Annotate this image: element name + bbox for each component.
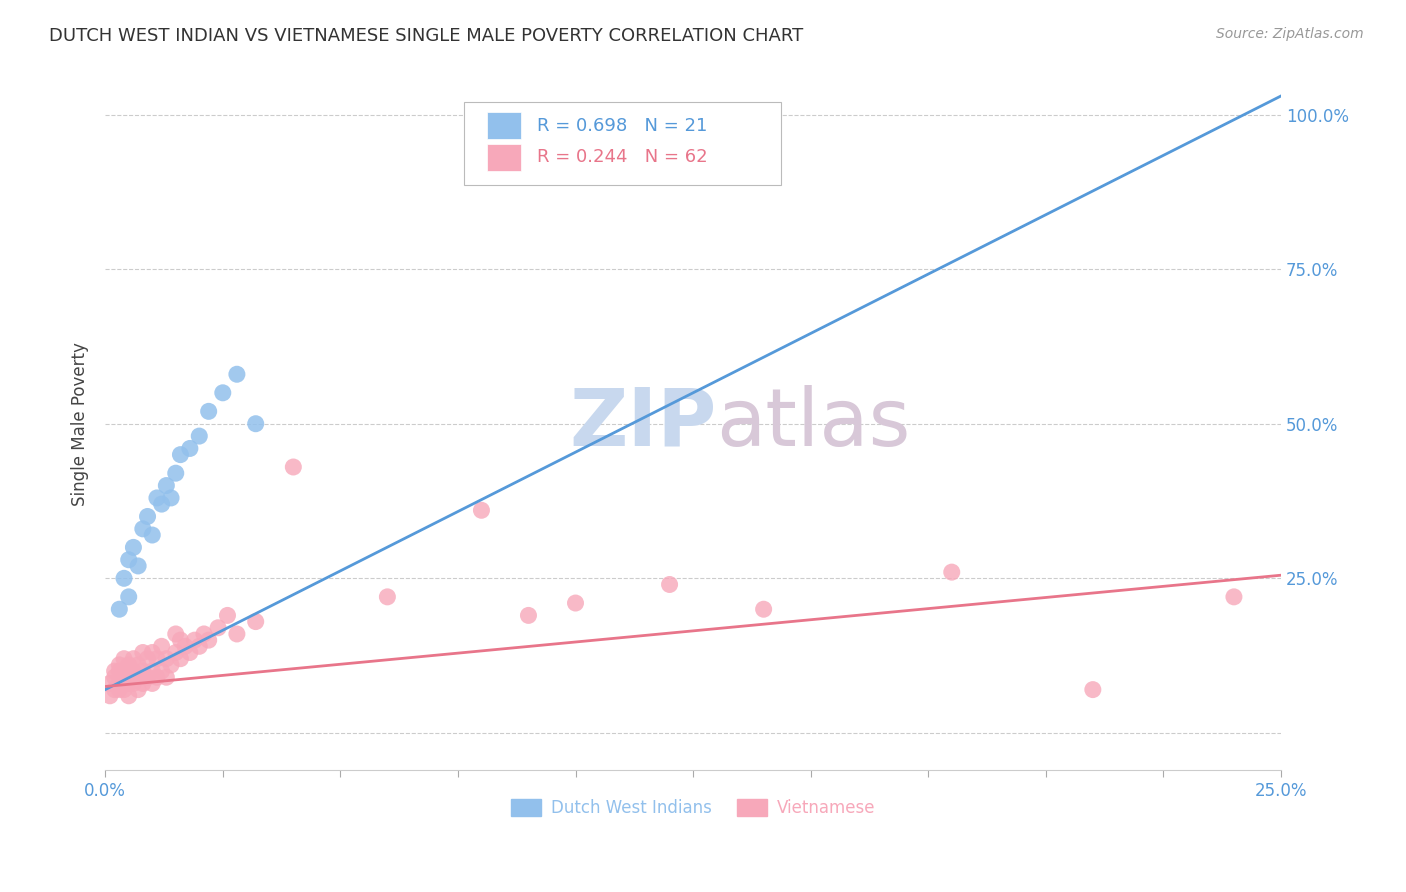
Point [517,608,540,623]
Point [183,633,205,648]
Point [658,577,681,591]
Point [141,528,163,542]
FancyBboxPatch shape [464,102,782,185]
Point [98,689,121,703]
Point [197,633,219,648]
Point [112,664,135,678]
Point [470,503,492,517]
Point [127,558,149,573]
Text: DUTCH WEST INDIAN VS VIETNAMESE SINGLE MALE POVERTY CORRELATION CHART: DUTCH WEST INDIAN VS VIETNAMESE SINGLE M… [49,27,803,45]
Point [127,682,149,697]
Text: R = 0.244   N = 62: R = 0.244 N = 62 [537,148,707,166]
Point [141,664,163,678]
Point [752,602,775,616]
Point [132,676,155,690]
Legend: Dutch West Indians, Vietnamese: Dutch West Indians, Vietnamese [505,792,882,824]
Point [118,590,141,604]
Text: ZIP: ZIP [569,384,717,463]
Point [146,651,169,665]
Point [118,676,141,690]
Point [122,676,145,690]
Point [141,646,163,660]
Point [169,448,191,462]
Point [245,417,267,431]
Point [132,522,155,536]
Point [188,640,211,654]
Point [104,682,127,697]
Point [174,640,197,654]
Point [108,676,131,690]
Point [132,664,155,678]
Point [118,553,141,567]
Point [377,590,399,604]
Point [112,682,135,697]
Point [193,627,215,641]
Point [1223,590,1246,604]
Point [179,646,201,660]
Point [150,640,173,654]
Point [225,368,247,382]
Text: R = 0.698   N = 21: R = 0.698 N = 21 [537,117,707,135]
FancyBboxPatch shape [488,112,522,139]
Point [146,491,169,505]
Point [98,676,121,690]
Point [150,664,173,678]
Point [150,497,173,511]
Point [225,627,247,641]
Point [146,670,169,684]
Point [112,651,135,665]
Text: Source: ZipAtlas.com: Source: ZipAtlas.com [1216,27,1364,41]
Point [155,478,177,492]
Point [108,664,131,678]
Point [112,670,135,684]
Y-axis label: Single Male Poverty: Single Male Poverty [72,342,89,506]
Point [165,466,187,480]
Point [136,651,159,665]
Point [1081,682,1104,697]
Point [122,651,145,665]
Point [188,429,211,443]
Point [132,646,155,660]
Point [118,657,141,672]
Point [108,602,131,616]
Point [141,676,163,690]
Point [165,627,187,641]
Point [155,670,177,684]
Point [122,541,145,555]
Point [197,404,219,418]
Point [160,657,183,672]
Point [136,509,159,524]
Point [108,682,131,697]
FancyBboxPatch shape [488,144,522,170]
Point [155,651,177,665]
Point [211,385,233,400]
Point [127,657,149,672]
Point [169,651,191,665]
Point [104,670,127,684]
Point [122,664,145,678]
Point [108,657,131,672]
Point [169,633,191,648]
Point [283,460,305,475]
Point [179,442,201,456]
Point [207,621,229,635]
Point [118,689,141,703]
Point [118,670,141,684]
Point [941,565,963,579]
Point [160,491,183,505]
Point [136,670,159,684]
Point [104,664,127,678]
Point [217,608,239,623]
Point [112,571,135,585]
Text: atlas: atlas [717,384,911,463]
Point [245,615,267,629]
Point [127,670,149,684]
Point [564,596,586,610]
Point [165,646,187,660]
